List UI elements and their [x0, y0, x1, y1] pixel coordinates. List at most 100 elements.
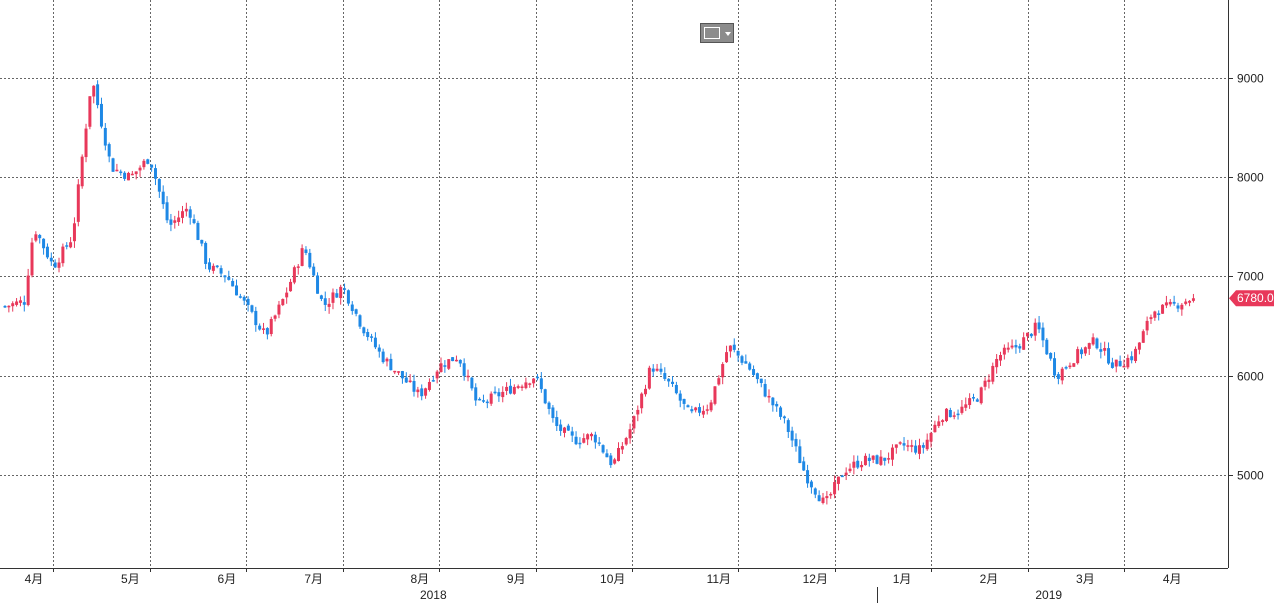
month-label: 5月: [121, 572, 140, 586]
candle-body: [898, 442, 902, 444]
candle-body: [512, 386, 516, 394]
candle-body: [300, 248, 304, 266]
candle-body: [161, 191, 165, 205]
month-label: 9月: [507, 572, 526, 586]
candle-body: [995, 358, 999, 368]
candle-body: [231, 280, 235, 287]
candle-body: [1064, 367, 1068, 369]
candle-body: [1045, 339, 1049, 355]
candle-body: [1022, 337, 1026, 350]
candle-body: [7, 305, 11, 308]
candle-body: [987, 379, 991, 382]
candle-body: [991, 365, 995, 382]
candle-body: [794, 438, 798, 447]
candle-body: [1068, 365, 1072, 368]
candle-body: [759, 378, 763, 384]
candle-body: [1176, 305, 1180, 309]
candle-body: [744, 361, 748, 364]
candle-body: [586, 434, 590, 440]
chart-type-button[interactable]: [700, 23, 734, 43]
candle-body: [385, 358, 389, 362]
candle-body: [887, 458, 891, 460]
candle-body: [1049, 353, 1053, 359]
month-label: 10月: [600, 572, 625, 586]
candle-body: [49, 257, 53, 262]
candle-body: [126, 172, 130, 181]
candle-body: [1033, 322, 1037, 336]
candle-body: [883, 457, 887, 461]
candle-body: [659, 368, 663, 372]
candle-body: [929, 432, 933, 442]
candle-body: [478, 398, 482, 401]
candle-body: [1083, 347, 1087, 354]
candle-body: [694, 407, 698, 411]
candle-body: [400, 371, 404, 379]
candle-body: [1137, 342, 1141, 350]
candle-body: [628, 429, 632, 439]
candle-body: [497, 392, 501, 397]
candle-body: [1087, 343, 1091, 349]
candle-body: [667, 378, 671, 382]
candle-body: [1091, 337, 1095, 345]
candle-body: [937, 421, 941, 427]
candle-body: [335, 293, 339, 298]
candle-body: [1184, 301, 1188, 304]
candle-body: [809, 481, 813, 488]
candle-body: [520, 386, 524, 388]
candle-body: [582, 438, 586, 443]
candle-body: [528, 383, 532, 385]
candle-body: [717, 378, 721, 385]
candle-body: [208, 262, 212, 270]
candle-body: [404, 377, 408, 383]
candle-body: [242, 296, 246, 301]
candle-body: [177, 217, 181, 222]
candle-body: [1072, 363, 1076, 367]
candle-body: [713, 386, 717, 404]
candle-body: [709, 402, 713, 411]
candle-body: [867, 457, 871, 461]
candle-body: [632, 416, 636, 429]
candle-body: [227, 277, 231, 280]
candle-body: [505, 386, 509, 391]
y-tick-label: 7000: [1237, 270, 1264, 284]
candle-body: [1041, 327, 1045, 341]
month-label: 4月: [1163, 572, 1182, 586]
candle-body: [547, 402, 551, 409]
candle-body: [1002, 347, 1006, 355]
candle-body: [1141, 331, 1145, 343]
candle-body: [269, 319, 273, 335]
month-label: 4月: [25, 572, 44, 586]
candle-body: [169, 219, 173, 225]
candle-body: [779, 407, 783, 417]
candle-body: [150, 164, 154, 168]
candle-body: [107, 144, 111, 157]
candle-body: [979, 387, 983, 404]
candle-body: [146, 159, 150, 164]
candle-body: [1126, 357, 1130, 368]
candle-body: [825, 496, 829, 499]
candle-body: [211, 265, 215, 271]
candle-body: [99, 103, 103, 127]
candle-body: [219, 268, 223, 274]
candle-body: [663, 373, 667, 379]
candle-body: [493, 391, 497, 394]
candle-body: [1130, 356, 1134, 361]
candle-body: [786, 420, 790, 432]
candle-body: [566, 425, 570, 431]
candle-body: [782, 416, 786, 419]
candle-body: [412, 380, 416, 392]
candle-body: [894, 444, 898, 448]
candle-body: [1103, 348, 1107, 351]
candle-body: [671, 381, 675, 384]
candle-body: [678, 393, 682, 401]
candle-body: [308, 252, 312, 268]
candle-body: [312, 266, 316, 276]
candle-body: [462, 363, 466, 376]
candle-body: [1172, 301, 1176, 304]
candle-body: [153, 168, 157, 179]
candle-body: [431, 380, 435, 382]
candle-body: [458, 359, 462, 364]
candle-body: [597, 442, 601, 444]
candle-body: [1056, 374, 1060, 379]
candle-body: [393, 370, 397, 373]
